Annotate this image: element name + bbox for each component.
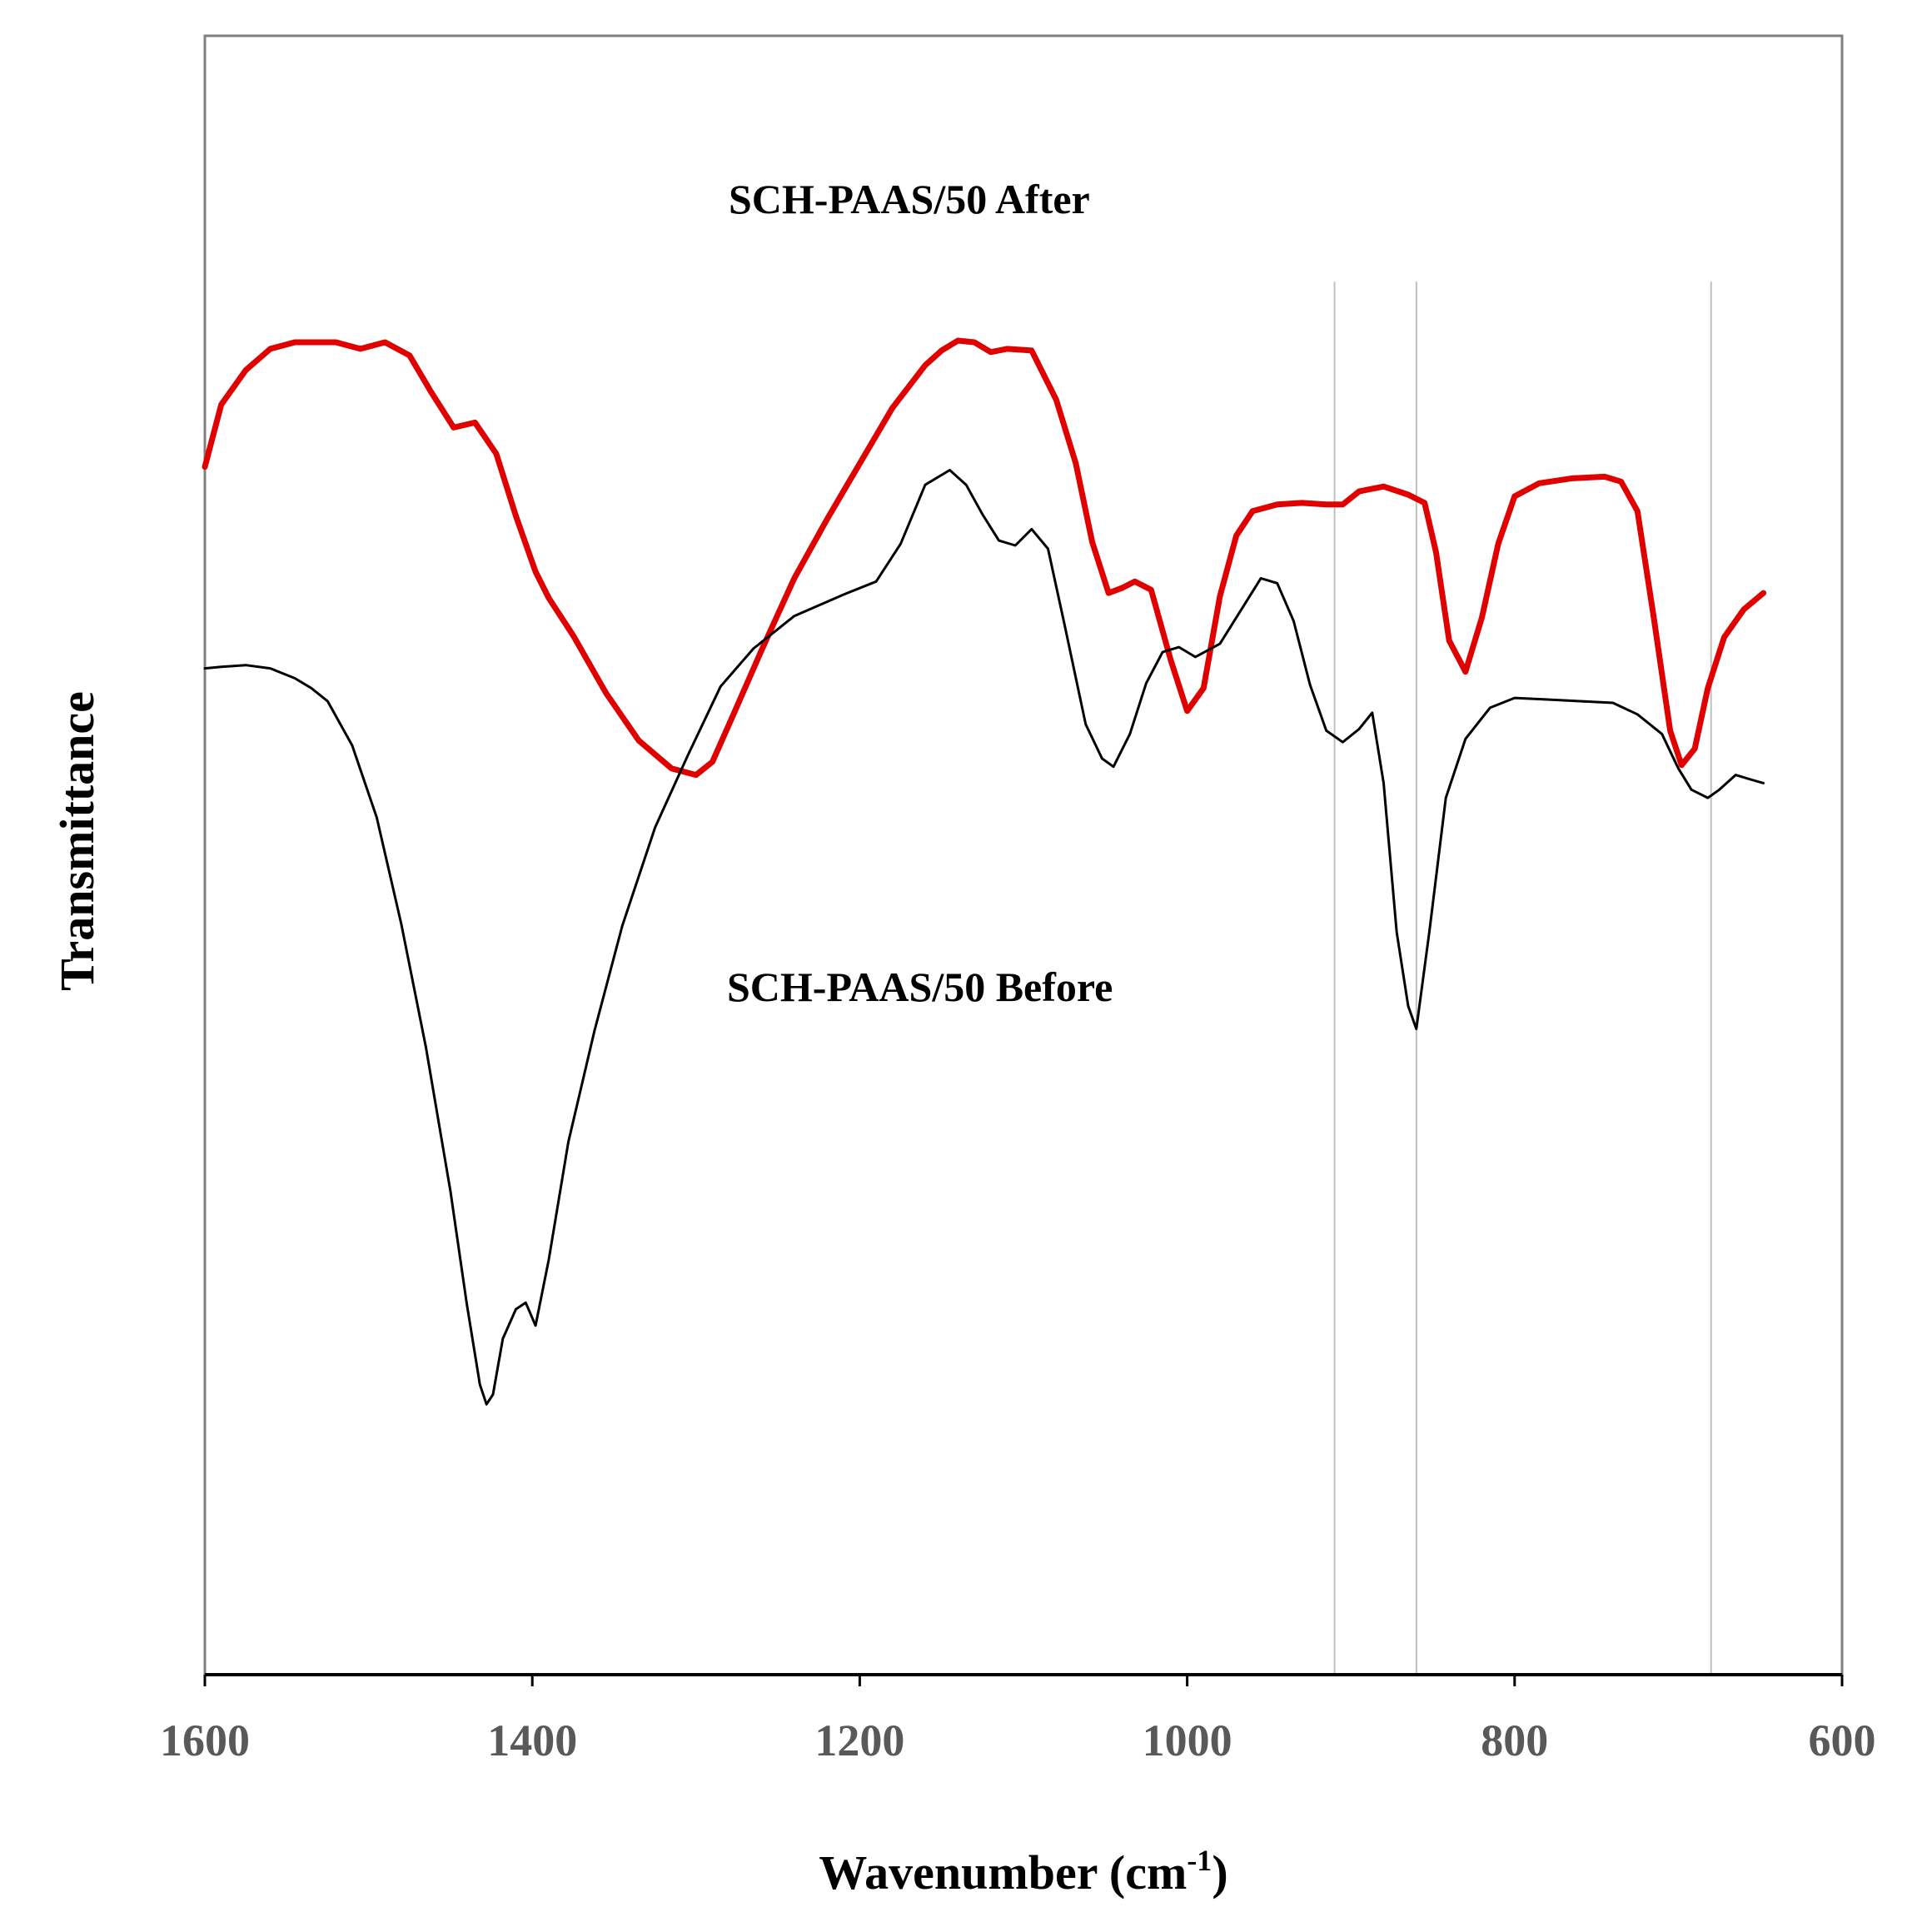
reference-lines bbox=[1333, 281, 1712, 1675]
x-tick-label-1: 1400 bbox=[487, 1715, 577, 1765]
x-axis-title-sup: -1 bbox=[1187, 1844, 1212, 1877]
x-tick-label-3: 1000 bbox=[1143, 1715, 1232, 1765]
x-axis-title-close: ) bbox=[1212, 1845, 1227, 1900]
x-tick-label-5: 600 bbox=[1809, 1715, 1876, 1765]
series-line-after bbox=[202, 337, 1767, 779]
x-tick-label-4: 800 bbox=[1481, 1715, 1548, 1765]
plot-frame bbox=[203, 34, 1844, 1676]
series-label-after: SCH-PAAS/50 After bbox=[729, 176, 1090, 222]
series-line-before bbox=[203, 469, 1765, 1406]
series-layer bbox=[202, 337, 1767, 1406]
y-axis-title: Transmittance bbox=[50, 691, 104, 991]
series-label-before: SCH-PAAS/50 Before bbox=[727, 964, 1113, 1010]
x-tick-label-0: 1600 bbox=[160, 1715, 250, 1765]
x-axis-title-main: Wavenumber (cm bbox=[819, 1845, 1187, 1900]
x-axis-title: Wavenumber (cm-1) bbox=[819, 1844, 1227, 1900]
x-ticks: 1600 1400 1200 1000 800 600 bbox=[160, 1675, 1876, 1765]
x-tick-label-2: 1200 bbox=[814, 1715, 904, 1765]
